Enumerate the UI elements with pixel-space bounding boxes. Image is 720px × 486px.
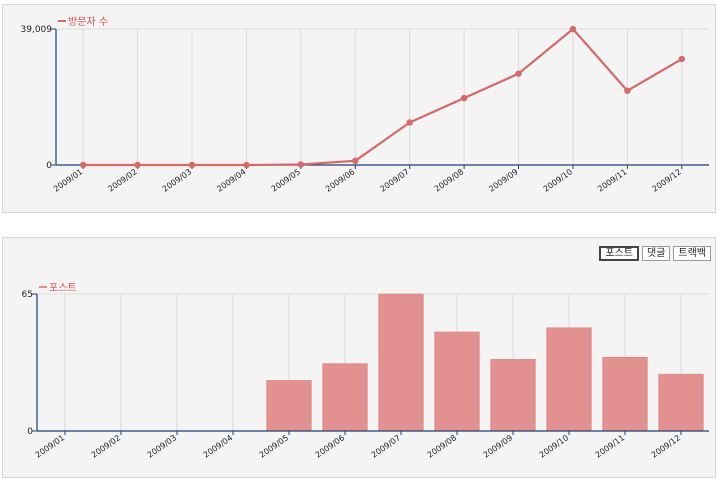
bar bbox=[434, 331, 480, 432]
x-tick-label: 2009/09 bbox=[487, 167, 519, 193]
y-tick-label: 0 bbox=[46, 161, 52, 171]
bar bbox=[322, 363, 368, 432]
x-tick-label: 2009/04 bbox=[202, 433, 234, 459]
visitors-chart-panel: 39,009 0 2009/01 2009/02 2009/03 2009/04 2009/… bbox=[2, 4, 716, 213]
legend-label: 포스트 bbox=[49, 282, 77, 294]
x-tick-label: 2009/07 bbox=[370, 433, 402, 459]
data-point bbox=[134, 161, 141, 169]
bar bbox=[546, 327, 592, 432]
data-point bbox=[515, 70, 522, 77]
x-tick-label: 2009/05 bbox=[270, 167, 302, 193]
x-tick-label: 2009/05 bbox=[258, 433, 290, 459]
x-tick-label: 2009/11 bbox=[596, 167, 628, 193]
x-tick-label: 2009/12 bbox=[650, 433, 682, 459]
tab-trackbacks[interactable]: 트랙백 bbox=[673, 246, 711, 261]
data-point bbox=[297, 161, 305, 168]
x-tick-label: 2009/10 bbox=[542, 167, 574, 193]
data-point bbox=[460, 94, 468, 102]
data-point bbox=[243, 161, 250, 169]
data-point bbox=[406, 119, 413, 126]
bar bbox=[490, 359, 536, 432]
x-tick-label: 2009/06 bbox=[314, 433, 346, 459]
bar bbox=[378, 293, 424, 432]
legend-label: 방문자 수 bbox=[68, 16, 108, 28]
x-tick-label: 2009/09 bbox=[482, 433, 514, 459]
data-point bbox=[678, 55, 685, 63]
y-tick-label: 65 bbox=[22, 290, 33, 300]
x-tick-label: 2009/02 bbox=[90, 433, 122, 459]
x-tick-label: 2009/04 bbox=[215, 167, 247, 193]
bar bbox=[658, 373, 704, 432]
series-line bbox=[83, 27, 683, 167]
x-tick-label: 2009/08 bbox=[426, 433, 458, 459]
data-point bbox=[352, 157, 359, 165]
data-point bbox=[569, 25, 577, 33]
x-tick-label: 2009/07 bbox=[378, 167, 410, 193]
x-tick-label: 2009/12 bbox=[651, 167, 683, 193]
x-tick-label: 2009/01 bbox=[34, 433, 66, 459]
tab-comments[interactable]: 댓글 bbox=[641, 246, 671, 261]
x-tick-label: 2009/06 bbox=[324, 167, 356, 193]
x-tick-label: 2009/03 bbox=[161, 167, 193, 193]
chart-type-tabs: 포스트 댓글 트랙백 bbox=[599, 246, 711, 261]
bar bbox=[266, 380, 312, 432]
posts-chart-panel: 65 0 2009/01 2009/02 2009/03 2009/04 2009/05 20… bbox=[2, 237, 716, 478]
data-point bbox=[188, 161, 196, 169]
data-point bbox=[80, 161, 87, 169]
y-tick-label: 0 bbox=[27, 427, 33, 437]
x-tick-label: 2009/10 bbox=[538, 433, 570, 459]
x-tick-label: 2009/01 bbox=[52, 167, 84, 193]
x-tick-label: 2009/03 bbox=[146, 433, 178, 459]
x-tick-label: 2009/08 bbox=[433, 167, 465, 193]
y-tick-label: 39,009 bbox=[21, 25, 53, 35]
bar bbox=[602, 356, 648, 432]
x-tick-label: 2009/02 bbox=[106, 167, 138, 193]
x-tick-label: 2009/11 bbox=[594, 433, 626, 459]
data-point bbox=[624, 87, 631, 94]
tab-posts[interactable]: 포스트 bbox=[599, 246, 639, 261]
